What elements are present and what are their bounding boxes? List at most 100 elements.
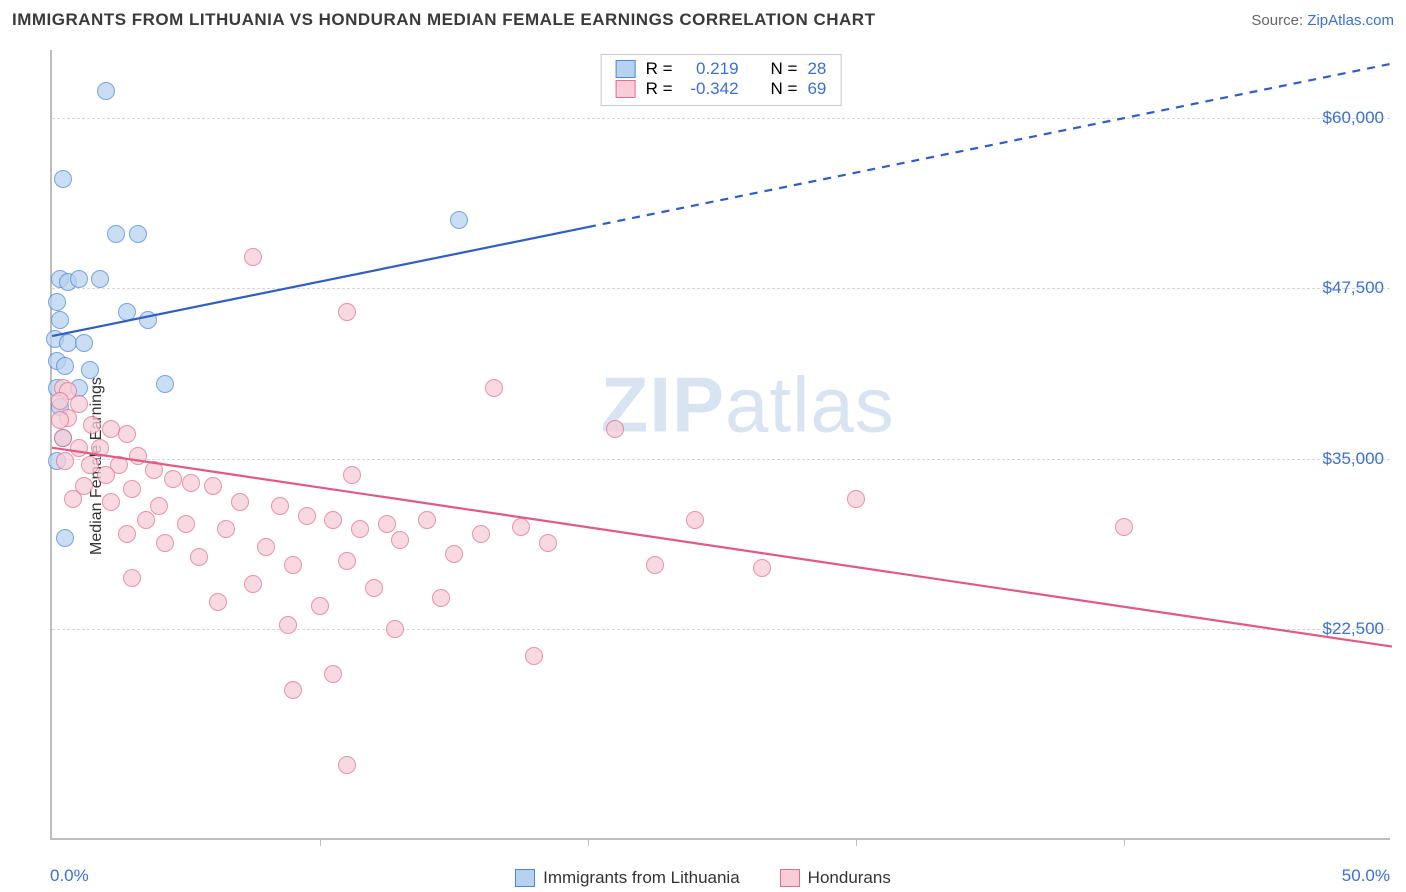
r-value-1: -0.342 [683,79,739,99]
y-tick-label: $35,000 [1323,449,1384,469]
data-point [512,518,530,536]
legend-label: Immigrants from Lithuania [543,868,740,888]
source-attribution: Source: ZipAtlas.com [1251,12,1394,29]
legend-row: R = 0.219 N = 28 [616,59,827,79]
data-point [118,425,136,443]
x-tick [1124,838,1125,846]
data-point [190,548,208,566]
y-tick-label: $47,500 [1323,278,1384,298]
gridline [52,629,1390,630]
data-point [56,452,74,470]
data-point [311,597,329,615]
gridline [52,118,1390,119]
data-point [231,493,249,511]
x-axis-min-label: 0.0% [50,866,89,886]
data-point [129,225,147,243]
data-point [1115,518,1133,536]
n-label: N = [771,79,798,99]
y-tick-label: $60,000 [1323,108,1384,128]
data-point [51,411,69,429]
legend-item: Hondurans [780,868,891,888]
data-point [365,579,383,597]
data-point [81,361,99,379]
data-point [338,756,356,774]
data-point [177,515,195,533]
data-point [284,681,302,699]
legend-swatch-0 [515,869,535,887]
data-point [847,490,865,508]
data-point [606,420,624,438]
scatter-plot: ZIPatlas R = 0.219 N = 28 R = -0.342 N =… [50,50,1390,840]
data-point [107,225,125,243]
data-point [139,311,157,329]
data-point [56,529,74,547]
x-tick [856,838,857,846]
legend-row: R = -0.342 N = 69 [616,79,827,99]
trend-line [52,50,1392,840]
data-point [75,334,93,352]
data-point [378,515,396,533]
data-point [48,293,66,311]
data-point [70,439,88,457]
data-point [164,470,182,488]
data-point [338,303,356,321]
data-point [271,497,289,515]
data-point [97,82,115,100]
data-point [244,575,262,593]
data-point [686,511,704,529]
data-point [91,270,109,288]
data-point [324,511,342,529]
data-point [485,379,503,397]
r-value-0: 0.219 [683,59,739,79]
legend-swatch-0 [616,60,636,78]
data-point [156,534,174,552]
legend-item: Immigrants from Lithuania [515,868,740,888]
x-tick [320,838,321,846]
data-point [204,477,222,495]
data-point [54,429,72,447]
data-point [70,270,88,288]
chart-area: Median Female Earnings ZIPatlas R = 0.21… [0,40,1406,892]
chart-title: IMMIGRANTS FROM LITHUANIA VS HONDURAN ME… [12,10,875,30]
data-point [102,493,120,511]
legend-swatch-1 [616,80,636,98]
data-point [217,520,235,538]
data-point [753,559,771,577]
data-point [97,466,115,484]
n-label: N = [771,59,798,79]
data-point [298,507,316,525]
data-point [386,620,404,638]
data-point [539,534,557,552]
series-legend: Immigrants from Lithuania Hondurans [0,868,1406,888]
data-point [391,531,409,549]
data-point [338,552,356,570]
gridline [52,288,1390,289]
gridline [52,459,1390,460]
n-value-1: 69 [807,79,826,99]
data-point [123,480,141,498]
data-point [51,311,69,329]
source-label: Source: [1251,12,1307,29]
data-point [418,511,436,529]
x-tick [588,838,589,846]
r-label: R = [646,59,673,79]
r-label: R = [646,79,673,99]
data-point [343,466,361,484]
data-point [51,392,69,410]
data-point [64,490,82,508]
data-point [56,357,74,375]
data-point [81,456,99,474]
data-point [257,538,275,556]
data-point [432,589,450,607]
data-point [182,474,200,492]
legend-label: Hondurans [808,868,891,888]
source-link[interactable]: ZipAtlas.com [1307,12,1394,29]
data-point [54,170,72,188]
n-value-0: 28 [807,59,826,79]
data-point [324,665,342,683]
data-point [525,647,543,665]
data-point [123,569,141,587]
legend-swatch-1 [780,869,800,887]
data-point [244,248,262,266]
data-point [156,375,174,393]
